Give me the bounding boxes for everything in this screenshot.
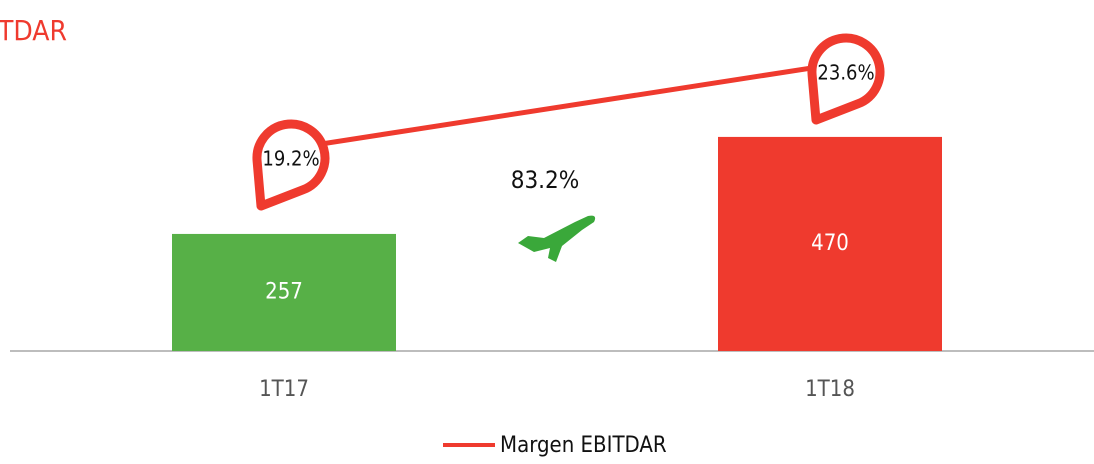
- bar: [172, 233, 396, 351]
- pin-marker: [252, 119, 330, 211]
- bar: [718, 136, 942, 351]
- x-tick-label: 1T18: [805, 377, 855, 402]
- pin-label: 23.6%: [817, 61, 874, 85]
- margin-line: [294, 59, 851, 151]
- bar-value-label: 470: [811, 231, 849, 256]
- pin-label: 19.2%: [262, 147, 319, 171]
- chart-title: TDAR: [0, 14, 67, 47]
- legend-label: Margen EBITDAR: [500, 433, 667, 458]
- bar-value-label: 257: [265, 279, 303, 304]
- x-tick-label: 1T17: [259, 377, 309, 402]
- pin-marker: [807, 33, 885, 125]
- plane-icon: [518, 215, 596, 262]
- growth-annotation: 83.2%: [511, 166, 580, 194]
